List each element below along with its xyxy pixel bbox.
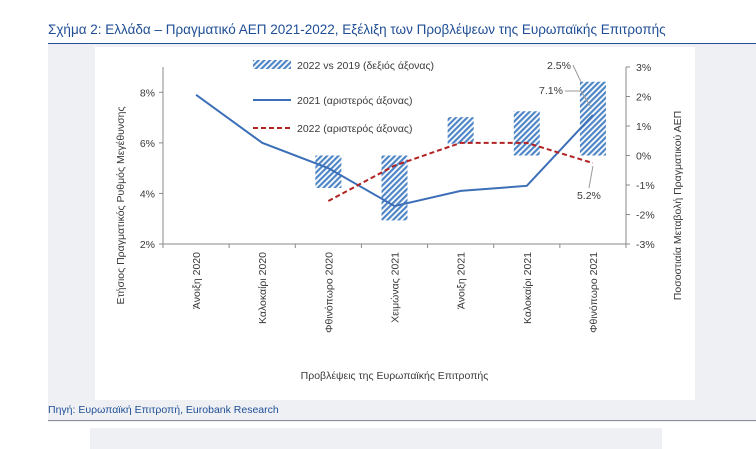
bar-2022-vs-2019 [579,81,606,156]
chart-area: 2% 4% 6% 8% -3% -2% -1% 0% 1% 2% 3% Άνοιξη 2020 Καλο… [95,47,695,400]
data-label-bar: 2.5% [547,60,571,72]
chart-svg: 2% 4% 6% 8% -3% -2% -1% 0% 1% 2% 3% Άνοιξη 2020 Καλο… [115,60,684,382]
x-tick-label: Καλοκαίρι 2021 [522,252,534,324]
x-tick-label: Φθινόπωρο 2021 [588,252,600,333]
left-axis-title: Ετήσιος Πραγματικός Ρυθμός Μεγέθυνσης [115,106,127,304]
leader-line [588,165,594,189]
right-tick-label: -3% [636,239,655,251]
right-axis-title: Ποσοστιαία Μεταβολή Πραγματικού ΑΕΠ [672,111,684,300]
line-2022 [327,141,594,202]
bar-2022-vs-2019 [315,155,342,188]
bar-2022-vs-2019 [447,117,474,144]
x-tick-label: Άνοιξη 2021 [456,252,468,309]
leader-line [564,90,592,108]
source-note: Πηγή: Ευρωπαϊκή Επιτροπή, Eurobank Resea… [48,404,279,416]
figure-title: Σχήμα 2: Ελλάδα – Πραγματικό ΑΕΠ 2021-20… [48,22,666,37]
legend-swatch-bars [253,60,291,69]
leader-line [572,64,582,82]
left-tick-label: 2% [140,239,155,251]
title-rule [48,43,756,44]
legend-label: 2022 (αριστερός άξονας) [297,123,412,135]
right-tick-label: -1% [636,180,655,192]
bar-2022-vs-2019 [513,111,540,156]
x-tick-label: Φθινόπωρο 2020 [323,252,335,333]
x-tick-label: Άνοιξη 2020 [191,252,203,309]
right-tick-label: 2% [636,92,651,104]
left-tick-label: 8% [140,87,155,99]
left-tick-label: 6% [140,138,155,150]
x-tick-label: Χειμώνας 2021 [390,252,402,323]
x-axis-title: Προβλέψεις της Ευρωπαϊκής Επιτροπής [301,370,489,382]
x-tick-label: Καλοκαίρι 2020 [257,252,269,324]
legend-label: 2022 vs 2019 (δεξιός άξονας) [297,60,434,72]
data-label-2022: 5.2% [577,190,601,202]
right-tick-label: 3% [636,62,651,74]
right-tick-label: 1% [636,121,651,133]
source-rule [48,420,756,421]
legend-label: 2021 (αριστερός άξονας) [297,95,412,107]
data-label-2021: 7.1% [539,85,563,97]
bottom-strip [90,428,662,449]
right-tick-label: -2% [636,210,655,222]
right-tick-label: 0% [636,151,651,163]
left-tick-label: 4% [140,188,155,200]
